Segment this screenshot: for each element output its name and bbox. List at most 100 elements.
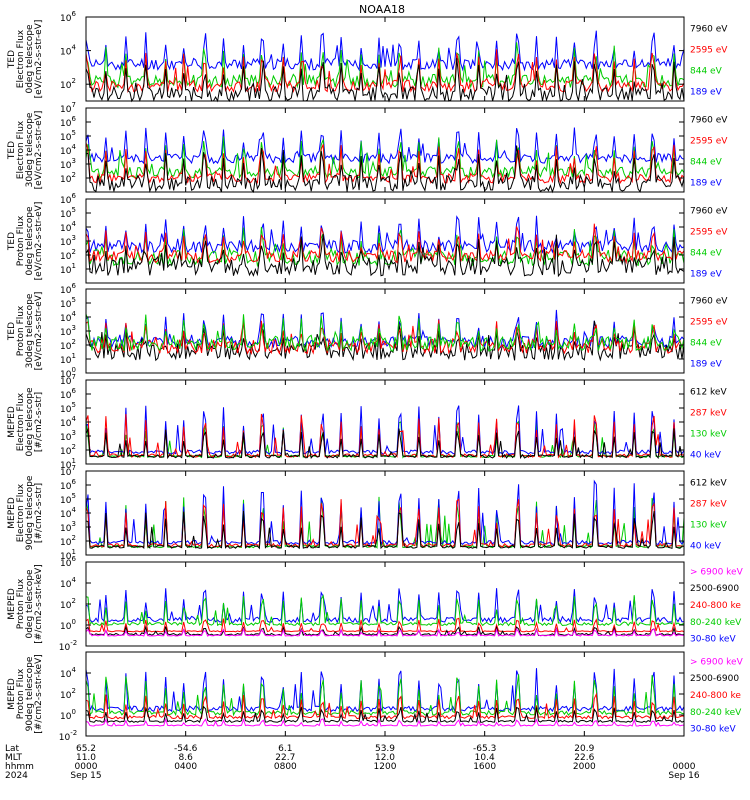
y-tick-label: 105 — [60, 296, 76, 310]
legend-entry: 2595 eV — [690, 228, 728, 238]
legend-entry: 2500-6900 — [690, 584, 739, 594]
y-tick-label: 103 — [60, 520, 76, 534]
y-tick-label: 104 — [60, 506, 76, 520]
y-axis-label-line: TED — [7, 232, 17, 251]
y-tick-exponent: 2 — [71, 171, 75, 179]
x-tick-value: 20.9 — [574, 744, 594, 754]
y-tick-exponent: 2 — [71, 597, 75, 605]
y-axis-label: MEPEDElectron Flux0deg telescope[#/cm2-s… — [7, 387, 44, 457]
legend-entry: 844 eV — [690, 249, 723, 259]
legend-entry: 2595 eV — [690, 318, 728, 328]
y-tick-exponent: 2 — [71, 443, 75, 451]
y-axis-label-line: TED — [7, 50, 17, 69]
y-tick-label: 104 — [60, 220, 76, 234]
series-line-black — [85, 233, 685, 278]
legend-entry: 287 keV — [690, 500, 727, 510]
y-tick-exponent: 5 — [71, 296, 75, 304]
y-tick-label: 102 — [60, 338, 76, 352]
y-axis-label-line: [#/cm2-s-str] — [34, 392, 44, 452]
panel-3: TEDProton Flux0deg telescope[eV/cm2-s-st… — [7, 192, 728, 284]
y-axis-label-line: 90deg telescope — [25, 475, 35, 550]
y-axis-label-line: Electron Flux — [16, 29, 26, 88]
y-tick-exponent: 1 — [71, 457, 75, 465]
series-line-green — [85, 594, 685, 627]
y-tick-exponent: -2 — [70, 729, 77, 737]
y-axis-label-line: MEPED — [7, 588, 17, 620]
x-tick-value: 0400 — [174, 762, 197, 772]
y-tick-exponent: 2 — [71, 338, 75, 346]
y-axis-label-line: Proton Flux — [16, 305, 26, 356]
x-tick-value: 53.9 — [375, 744, 395, 754]
y-tick-exponent: 6 — [71, 192, 76, 200]
legend-entry: 40 keV — [690, 542, 722, 552]
x-row-label: 2024 — [5, 771, 28, 781]
x-tick-value: 0800 — [274, 762, 297, 772]
y-tick-label: 103 — [60, 157, 76, 171]
legend-entry: 189 eV — [690, 179, 723, 189]
y-tick-exponent: 2 — [71, 534, 75, 542]
y-tick-label: 104 — [60, 44, 76, 58]
series-line-magenta — [85, 627, 685, 637]
y-tick-exponent: 2 — [71, 248, 75, 256]
y-axis-label: TEDProton Flux0deg telescope[eV/cm2-s-st… — [7, 202, 44, 281]
y-axis-label-line: 0deg telescope — [25, 387, 35, 457]
legend-entry: 844 eV — [690, 339, 723, 349]
y-axis-label-line: [eV/cm2-s-str-eV] — [34, 111, 44, 190]
legend-entry: 2500-6900 — [690, 674, 739, 684]
panel-6: MEPEDElectron Flux90deg telescope[#/cm2-… — [7, 464, 727, 562]
y-tick-exponent: 2 — [71, 77, 75, 85]
y-tick-exponent: 7 — [71, 464, 75, 472]
x-tick-value: 6.1 — [278, 744, 292, 754]
series-line-blue — [85, 405, 685, 456]
y-tick-exponent: 6 — [71, 282, 76, 290]
y-tick-label: 105 — [60, 206, 76, 220]
y-axis-label-line: [#/cm2-s-str-keV] — [34, 564, 44, 643]
y-tick-exponent: 3 — [71, 429, 75, 437]
legend-entry: 189 eV — [690, 270, 723, 280]
y-axis-label-line: [eV/cm2-s-str-eV] — [34, 202, 44, 281]
y-axis-label-line: TED — [7, 322, 17, 341]
y-tick-exponent: 6 — [71, 115, 76, 123]
panels: TEDElectron Flux0deg telescope[eV/cm2-s-… — [7, 10, 744, 743]
y-axis-label-line: Electron Flux — [16, 120, 26, 179]
y-tick-exponent: 4 — [71, 220, 76, 228]
y-tick-exponent: 6 — [71, 387, 76, 395]
y-tick-label: 105 — [60, 401, 76, 415]
x-tick-value: 12.0 — [375, 753, 395, 763]
series-line-black — [85, 705, 685, 724]
legend-entry: 844 eV — [690, 67, 723, 77]
y-axis-label-line: [eV/cm2-s-str-eV] — [34, 292, 44, 371]
legend-entry: > 6900 keV — [690, 657, 744, 667]
y-axis-label-line: Proton Flux — [16, 578, 26, 629]
y-tick-label: 106 — [60, 478, 76, 492]
y-axis-label: MEPEDProton Flux90deg telescope[#/cm2-s-… — [7, 654, 44, 733]
y-tick-label: 102 — [60, 443, 76, 457]
y-tick-label: 10-2 — [59, 639, 77, 653]
y-tick-exponent: 4 — [71, 666, 76, 674]
y-tick-label: 105 — [60, 492, 76, 506]
legend-entry: 7960 eV — [690, 297, 728, 307]
y-tick-label: 102 — [60, 77, 76, 91]
x-tick-value: 1200 — [374, 762, 397, 772]
y-axis-label-line: 0deg telescope — [25, 24, 35, 94]
legend-entry: 612 keV — [690, 479, 727, 489]
y-tick-exponent: 1 — [71, 262, 75, 270]
legend-entry: 2595 eV — [690, 46, 728, 56]
series-line-blue — [85, 479, 685, 547]
y-tick-label: 105 — [60, 129, 76, 143]
y-axis-label: TEDProton Flux30deg telescope[eV/cm2-s-s… — [7, 292, 44, 371]
legend-entry: 80-240 keV — [690, 618, 742, 628]
y-axis-label-line: TED — [7, 141, 17, 160]
panel-5: MEPEDElectron Flux0deg telescope[#/cm2-s… — [7, 373, 727, 471]
legend-entry: 130 keV — [690, 430, 727, 440]
y-axis-label: MEPEDProton Flux0deg telescope[#/cm2-s-s… — [7, 564, 44, 643]
y-tick-exponent: 4 — [71, 143, 76, 151]
series-line-black — [85, 427, 685, 460]
y-tick-label: 106 — [60, 387, 76, 401]
panel-4: TEDProton Flux30deg telescope[eV/cm2-s-s… — [7, 282, 728, 380]
y-tick-exponent: 7 — [71, 101, 75, 109]
y-axis-label-line: MEPED — [7, 678, 17, 710]
series-line-blue — [85, 127, 685, 165]
